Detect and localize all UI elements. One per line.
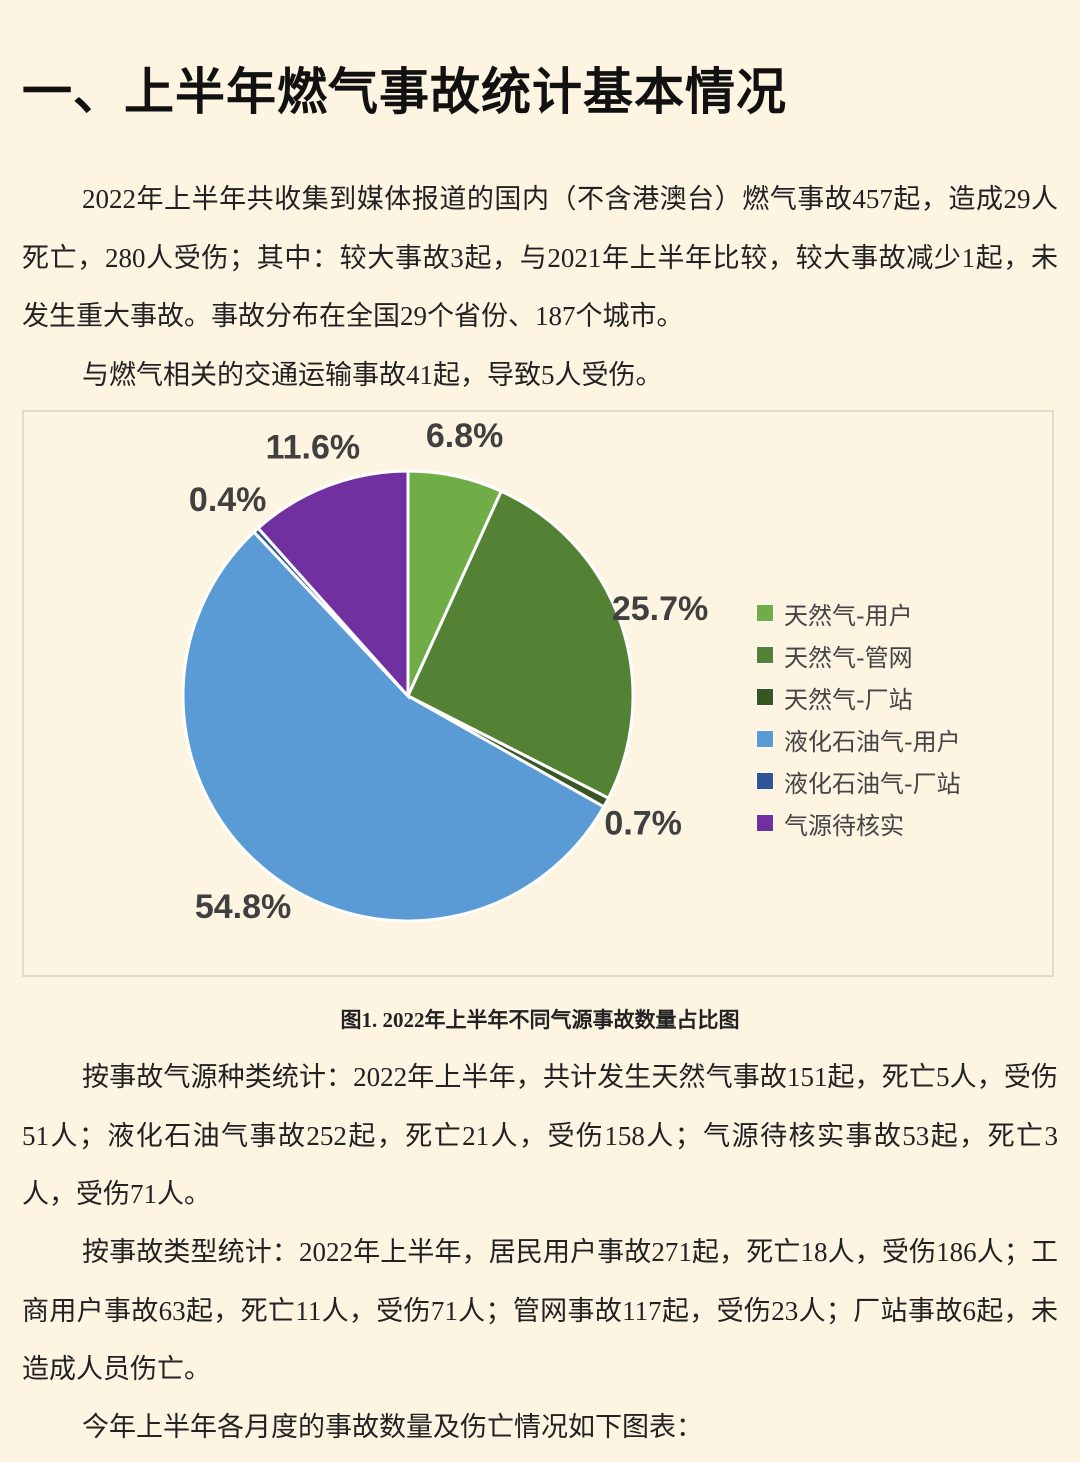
legend-swatch bbox=[756, 646, 774, 664]
chart-legend: 天然气-用户 天然气-管网 天然气-厂站液化石油气-用户 液化石油气-厂站 气源待核实 bbox=[756, 592, 961, 844]
pie-chart-figure: 6.8% 25.7% 0.7% 54.8% 0.4% 11.6% 天然气-用户 天然气-管网… bbox=[22, 410, 1054, 977]
slice-label-3: 54.8% bbox=[195, 888, 291, 926]
legend-swatch bbox=[756, 814, 774, 832]
pie-slice-3 bbox=[181, 529, 606, 923]
legend-label: 天然气-用户 bbox=[784, 601, 913, 630]
legend-label: 液化石油气-厂站 bbox=[784, 769, 961, 798]
slice-label-1: 25.7% bbox=[612, 590, 708, 628]
legend-item: 天然气-用户 bbox=[756, 592, 961, 634]
legend-label: 天然气-厂站 bbox=[784, 685, 913, 714]
legend-swatch bbox=[756, 688, 774, 706]
pie-slice-5 bbox=[256, 469, 410, 700]
legend-label: 气源待核实 bbox=[784, 811, 904, 840]
legend-label: 天然气-管网 bbox=[784, 643, 913, 672]
slice-label-0: 6.8% bbox=[426, 417, 504, 455]
paragraph-accident-type: 按事故类型统计：2022年上半年，居民用户事故271起，死亡18人，受伤186人… bbox=[22, 1237, 1058, 1384]
slice-label-2: 0.7% bbox=[604, 804, 682, 842]
legend-item: 天然气-管网 bbox=[756, 634, 961, 676]
legend-swatch bbox=[756, 730, 774, 748]
legend-item: 天然气-厂站 bbox=[756, 676, 961, 718]
slice-label-4: 0.4% bbox=[189, 481, 267, 519]
section-heading: 一、上半年燃气事故统计基本情况 bbox=[22, 63, 787, 121]
legend-swatch bbox=[756, 604, 774, 622]
legend-swatch bbox=[756, 772, 774, 790]
paragraph-gas-source: 按事故气源种类统计：2022年上半年，共计发生天然气事故151起，死亡5人，受伤… bbox=[22, 1062, 1058, 1209]
paragraph-traffic: 与燃气相关的交通运输事故41起，导致5人受伤。 bbox=[82, 360, 663, 390]
legend-item: 气源待核实 bbox=[756, 802, 961, 844]
legend-item: 液化石油气-用户 bbox=[756, 718, 961, 760]
legend-item: 液化石油气-厂站 bbox=[756, 760, 961, 802]
paragraph-summary: 2022年上半年共收集到媒体报道的国内（不含港澳台）燃气事故457起，造成29人… bbox=[22, 184, 1058, 331]
legend-label: 液化石油气-用户 bbox=[784, 727, 961, 756]
figure-caption: 图1. 2022年上半年不同气源事故数量占比图 bbox=[340, 1008, 740, 1032]
slice-label-5: 11.6% bbox=[266, 429, 361, 467]
paragraph-monthly-intro: 今年上半年各月度的事故数量及伤亡情况如下图表： bbox=[82, 1412, 703, 1442]
pie-slice-1 bbox=[406, 489, 635, 801]
